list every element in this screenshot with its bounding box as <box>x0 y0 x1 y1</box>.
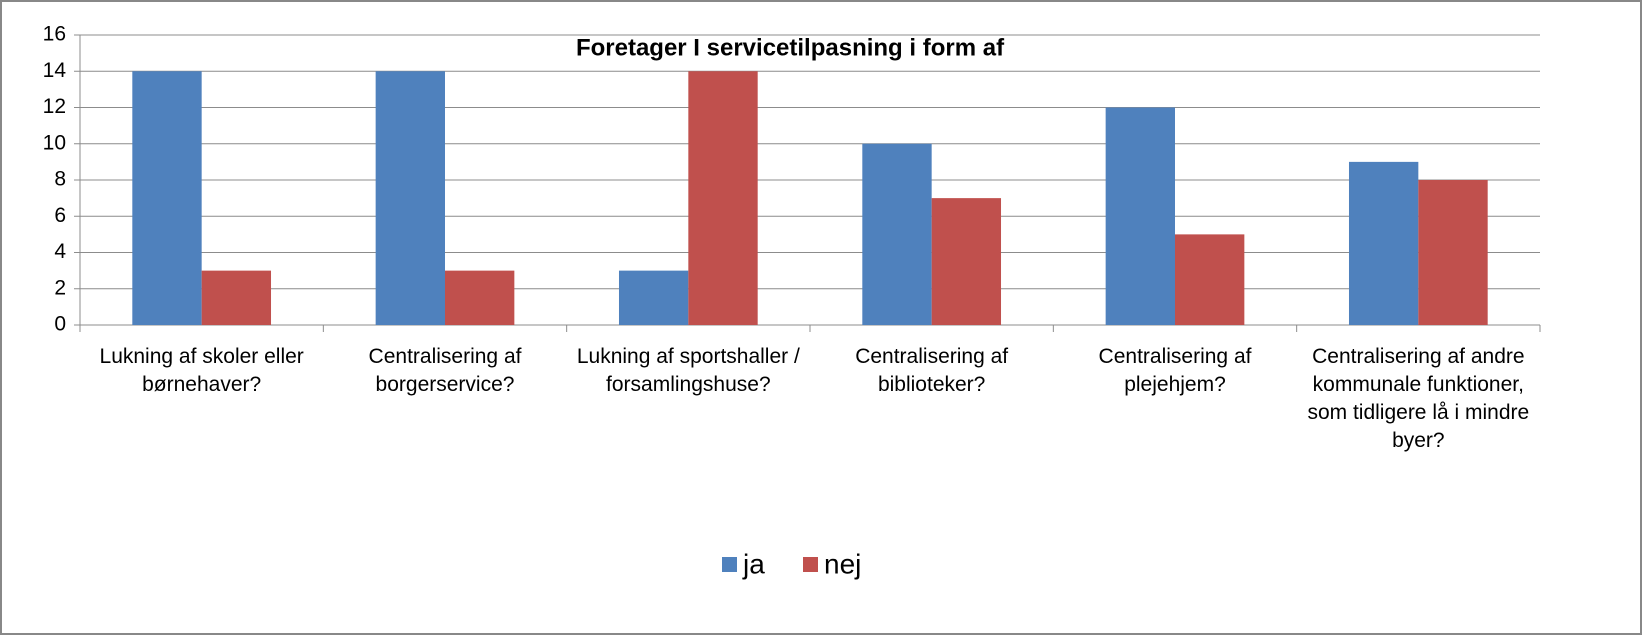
bar <box>445 270 515 325</box>
y-tick-label: 12 <box>43 95 66 118</box>
legend-label: nej <box>824 548 861 579</box>
bar <box>201 270 272 325</box>
y-tick-label: 0 <box>54 313 66 336</box>
legend-label: ja <box>742 548 765 579</box>
bar <box>1418 180 1488 325</box>
x-tick-label: Centralisering af borgerservice? <box>369 345 522 396</box>
y-tick-label: 2 <box>54 276 66 299</box>
bar <box>375 71 445 325</box>
bar <box>618 270 689 325</box>
x-tick-label: Lukning af skoler eller børnehaver? <box>100 345 304 396</box>
y-tick-label: 4 <box>54 240 66 263</box>
bar <box>931 198 1002 325</box>
legend-swatch <box>722 557 737 572</box>
y-tick-label: 16 <box>43 23 66 46</box>
bar <box>1175 234 1245 325</box>
bar <box>862 143 932 325</box>
bar <box>1105 107 1175 325</box>
y-tick-label: 6 <box>54 204 66 227</box>
legend-swatch <box>803 557 818 572</box>
y-tick-label: 14 <box>43 59 67 82</box>
y-tick-label: 10 <box>43 131 66 154</box>
bar <box>1348 161 1419 325</box>
y-tick-label: 8 <box>54 168 66 191</box>
x-tick-label: Lukning af sportshaller / forsamlingshuse… <box>577 345 800 396</box>
x-tick-label: Centralisering af biblioteker? <box>855 345 1008 396</box>
bar <box>688 71 758 325</box>
bar <box>132 71 202 325</box>
chart-title: Foretager I servicetilpasning i form af <box>576 34 1005 61</box>
x-tick-label: Centralisering af plejehjem? <box>1099 345 1252 396</box>
x-tick-label: Centralisering af andre kommunale funktio… <box>1307 345 1529 452</box>
